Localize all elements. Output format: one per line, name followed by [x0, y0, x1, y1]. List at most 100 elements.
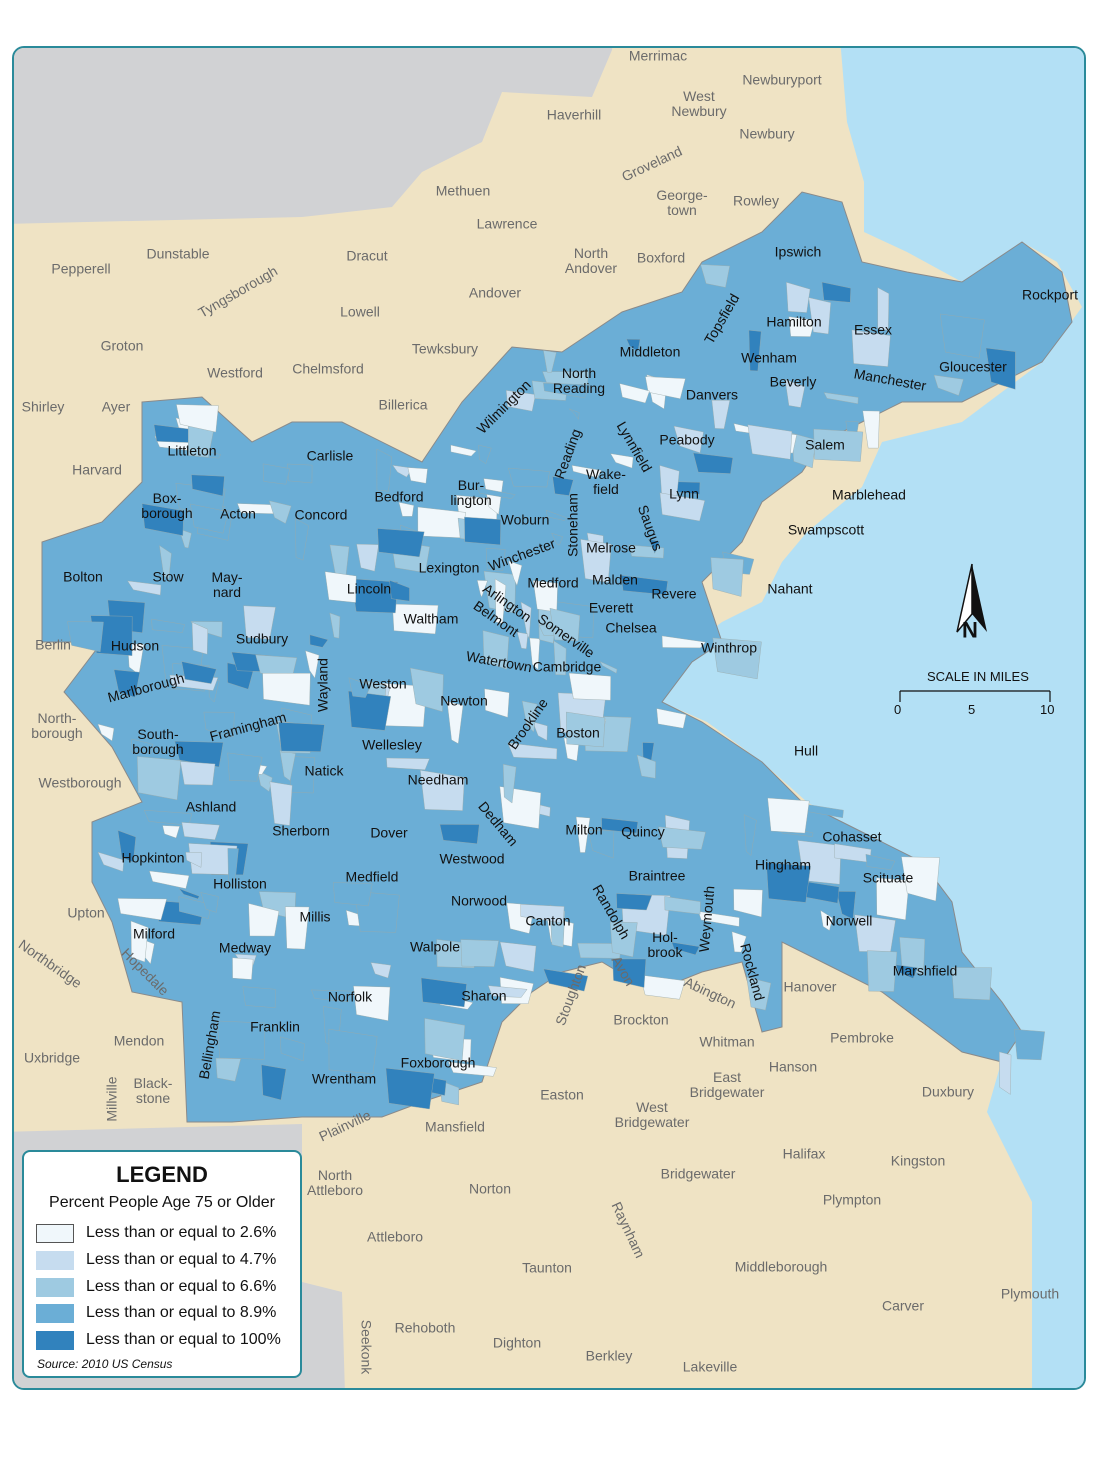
- census-tract: [181, 661, 217, 684]
- census-tract: [97, 851, 125, 872]
- town-label: Peabody: [659, 431, 715, 448]
- town-label: Wellesley: [362, 736, 422, 753]
- town-label: Brockton: [613, 1011, 669, 1028]
- census-tract: [901, 856, 940, 902]
- census-tract: [131, 738, 154, 754]
- census-tract: [626, 338, 641, 353]
- census-tract: [483, 478, 504, 515]
- census-tract: [552, 476, 574, 496]
- census-tract: [747, 424, 793, 460]
- tract-patches: [67, 264, 1045, 1110]
- census-tract: [575, 816, 591, 853]
- census-tract: [821, 281, 851, 303]
- census-tract: [698, 911, 740, 927]
- town-label: Nahant: [767, 580, 813, 597]
- town-label: Attleboro: [366, 1228, 424, 1245]
- census-tract: [248, 903, 280, 937]
- census-tract: [532, 721, 548, 741]
- census-tract: [520, 601, 532, 640]
- census-tract: [420, 769, 465, 811]
- town-label: Groton: [100, 337, 144, 354]
- census-tract: [620, 574, 668, 596]
- census-tract: [521, 700, 538, 733]
- census-tract: [743, 814, 757, 856]
- census-tract: [243, 605, 276, 640]
- census-tract: [656, 708, 687, 729]
- census-tract: [287, 463, 313, 484]
- town-label: Rehoboth: [394, 1319, 456, 1336]
- census-tract: [385, 1067, 435, 1110]
- census-tract: [328, 1028, 378, 1074]
- census-tract: [786, 282, 811, 313]
- legend-label: Less than or equal to 100%: [86, 1331, 281, 1348]
- town-label: Danvers: [685, 386, 739, 403]
- town-label: Hingham: [754, 856, 812, 873]
- town-label: Hanover: [783, 978, 837, 995]
- town-label: Boston: [556, 724, 600, 741]
- town-label: Milton: [565, 821, 603, 838]
- census-tract: [280, 1036, 305, 1062]
- census-tract: [551, 532, 563, 546]
- census-tract: [766, 862, 811, 903]
- legend-swatch: [36, 1223, 74, 1243]
- census-tract: [242, 986, 276, 1008]
- town-label: Wenham: [741, 349, 797, 366]
- census-tract: [502, 764, 517, 804]
- census-tract: [174, 741, 224, 768]
- census-tract: [257, 770, 273, 792]
- map-canvas: [14, 48, 1084, 1388]
- census-tract: [420, 977, 467, 1008]
- census-tract: [899, 937, 926, 976]
- town-label: Dracut: [346, 247, 388, 264]
- town-label: Plympton: [822, 1191, 882, 1208]
- census-tract: [353, 985, 391, 1021]
- north-arrow: [956, 563, 987, 633]
- census-tract: [356, 543, 379, 572]
- scale-tick-10: 10: [1040, 702, 1055, 717]
- town-label: Quincy: [621, 823, 665, 840]
- census-tract: [951, 967, 992, 1001]
- town-label: Ashland: [185, 798, 237, 815]
- census-tract: [692, 452, 734, 474]
- census-tract: [487, 985, 528, 998]
- town-label: Beverly: [769, 373, 817, 390]
- census-tract: [895, 964, 918, 979]
- town-label: Stoneham: [564, 493, 581, 557]
- census-tract: [485, 548, 506, 571]
- census-tract: [227, 848, 239, 887]
- town-label: Wake- field: [586, 466, 626, 497]
- town-label: North- borough: [31, 710, 83, 741]
- town-label: Shirley: [21, 398, 65, 415]
- census-tract: [151, 618, 185, 633]
- town-label: Kingston: [890, 1152, 946, 1169]
- town-label: Carlisle: [306, 447, 354, 464]
- town-label: Taunton: [522, 1259, 572, 1276]
- town-label: East Bridgewater: [689, 1069, 765, 1100]
- legend-swatch: [36, 1250, 74, 1270]
- town-label: Pembroke: [830, 1029, 894, 1046]
- census-tract: [610, 921, 638, 958]
- town-label: Lakeville: [682, 1358, 738, 1375]
- scale-bar: [899, 690, 1051, 702]
- town-label: Upton: [67, 904, 105, 921]
- census-tract: [711, 400, 731, 429]
- town-label: Norwell: [825, 912, 873, 929]
- town-label: Malden: [592, 571, 638, 588]
- town-label: Scituate: [862, 869, 914, 886]
- town-label: Pepperell: [51, 260, 111, 277]
- town-label: Box- borough: [141, 490, 193, 521]
- census-tract: [181, 822, 220, 840]
- census-tract: [190, 503, 229, 534]
- census-tract: [543, 350, 557, 373]
- town-label: Bolton: [63, 568, 103, 585]
- town-label: Norton: [468, 1180, 512, 1197]
- town-label: North Attleboro: [306, 1167, 364, 1198]
- town-label: Franklin: [250, 1018, 300, 1035]
- census-tract: [865, 854, 896, 870]
- census-tract: [386, 757, 430, 770]
- town-label: Braintree: [628, 867, 686, 884]
- census-tract: [571, 465, 602, 478]
- census-tract: [639, 974, 686, 1000]
- town-label: Marshfield: [892, 962, 958, 979]
- census-tract: [262, 673, 311, 706]
